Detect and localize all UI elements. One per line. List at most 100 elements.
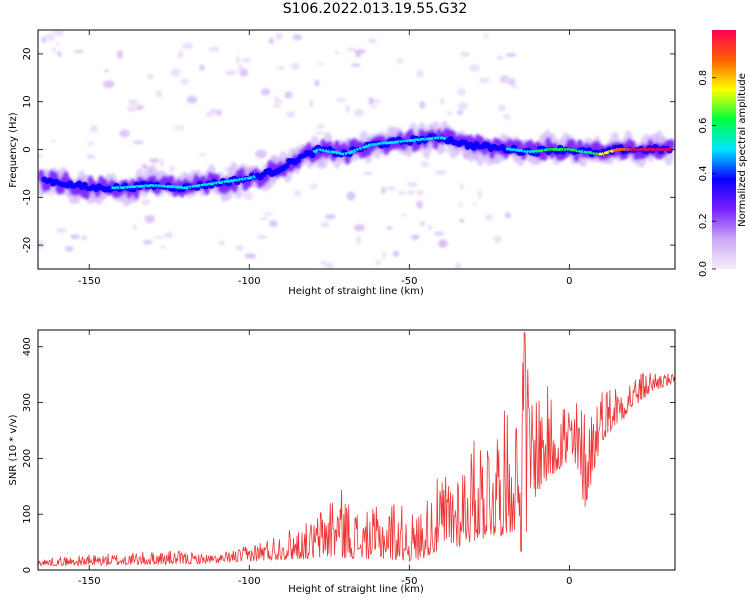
spectrogram-noise-blob (438, 239, 448, 248)
spectrogram-ridge-blob (585, 147, 592, 153)
colorbar: 0.0 0.2 0.4 0.6 0.8 Normalized spectral ampl… (698, 30, 748, 277)
spectrogram-noise-blob (324, 214, 336, 220)
spectrogram-noise-blob (275, 66, 286, 70)
spectrogram-noise-blob (309, 99, 314, 108)
spectrogram-ridge-blob (617, 144, 624, 150)
spectrogram-noise-blob (483, 33, 488, 39)
spectrogram-band-blob (667, 138, 675, 151)
spectrogram-noise-blob (420, 221, 425, 226)
spectrogram-noise-blob (363, 171, 373, 176)
spectrogram-noise-blob (55, 227, 67, 234)
spectrogram-noise-blob (446, 111, 453, 116)
snr-x-tick-label: -150 (78, 576, 101, 587)
spectrogram-noise-blob (57, 50, 62, 57)
spectrogram-noise-blob (426, 225, 433, 231)
spectrogram-noise-blob (416, 200, 423, 209)
spectrogram-noise-blob (392, 250, 399, 258)
spectrogram-noise-blob (127, 98, 139, 106)
spectrogram-noise-blob (458, 201, 464, 208)
spectrogram-noise-blob (142, 239, 153, 245)
spectrogram-noise-blob (333, 50, 340, 55)
spectrogram-noise-blob (87, 141, 95, 146)
snr-x-tick-label: -100 (238, 576, 261, 587)
spectrogram-noise-blob (177, 50, 184, 59)
spectrogram-ridge-blob (407, 140, 414, 146)
spectrogram-y-tick-label: 0 (22, 146, 33, 152)
spectrogram-noise-blob (272, 103, 282, 108)
spectrogram-noise-blob (38, 154, 43, 158)
spectrogram-noise-blob (293, 189, 302, 198)
spectrogram-x-tick-label: -150 (78, 276, 101, 287)
spectrogram-noise-blob (210, 107, 217, 115)
spectrogram-noise-blob (224, 69, 237, 76)
spectrogram-noise-blob (169, 165, 175, 174)
spectrogram-x-tick-label: -50 (401, 276, 417, 287)
spectrogram-noise-blob (317, 61, 324, 66)
colorbar-ticks: 0.0 0.2 0.4 0.6 0.8 (698, 70, 716, 277)
spectrogram-noise-blob (454, 262, 462, 269)
spectrogram-noise-blob (89, 124, 99, 133)
colorbar-tick-label: 0.4 (698, 165, 709, 181)
spectrogram-noise-blob (52, 47, 57, 53)
spectrogram-noise-blob (126, 106, 138, 112)
spectrogram-noise-blob (155, 90, 163, 98)
snr-x-axis: -150 -100 -50 0 (78, 330, 573, 587)
spectrogram-noise-blob (41, 36, 47, 44)
spectrogram-y-axis: -20 -10 0 10 20 (22, 48, 675, 253)
spectrogram-y-label: Frequency (Hz) (8, 112, 19, 188)
spectrogram-x-label: Height of straight line (km) (288, 286, 424, 297)
spectrogram-noise-blob (375, 259, 382, 266)
spectrogram-noise-blob (275, 32, 283, 41)
spectrogram-noise-blob (479, 77, 491, 83)
spectrogram-noise-blob (153, 235, 163, 239)
spectrogram-ridge-blob (81, 181, 88, 187)
spectrogram-noise-blob (146, 73, 154, 80)
spectrogram-noise-blob (320, 260, 328, 266)
spectrogram-noise-blob (256, 234, 267, 240)
spectrogram-noise-blob (165, 231, 173, 238)
spectrogram-noise-blob (459, 218, 465, 223)
spectrogram-noise-blob (368, 38, 378, 44)
spectrogram-ridge-blob (130, 187, 137, 193)
spectrogram-noise-blob (354, 224, 366, 232)
spectrogram-noise-blob (350, 63, 361, 67)
spectrogram-noise-blob (420, 161, 430, 168)
spectrogram-noise-blob (354, 108, 365, 117)
spectrogram-noise-blob (86, 155, 96, 159)
colorbar-label: Normalized spectral amplitude (737, 73, 748, 227)
spectrogram-noise-blob (50, 139, 56, 143)
snr-frame (37, 329, 676, 571)
spectrogram-noise-blob (242, 191, 254, 200)
spectrogram-noise-blob (400, 213, 407, 217)
colorbar-tick-label: 0.8 (698, 70, 709, 86)
spectrogram-noise-blob (371, 105, 379, 109)
spectrogram-noise-blob (368, 96, 374, 105)
spectrogram-noise-blob (208, 46, 220, 53)
spectrogram-noise-blob (346, 191, 356, 201)
spectrogram-noise-blob (416, 189, 425, 196)
spectrogram-noise-blob (135, 104, 144, 110)
spectrogram-noise-blob (386, 186, 397, 191)
snr-x-tick-label: -50 (401, 576, 417, 587)
spectrogram-noise-blob (511, 84, 518, 89)
spectrogram-noise-blob (502, 113, 511, 120)
colorbar-tick-label: 0.0 (698, 261, 709, 277)
spectrogram-noise-blob (268, 37, 274, 44)
spectrogram-x-tick-label: -100 (238, 276, 261, 287)
snr-y-tick-label: 400 (22, 337, 33, 356)
spectrogram-noise-blob (218, 240, 226, 246)
spectrogram-noise-blob (468, 64, 480, 72)
snr-y-label: SNR (10 * v/v) (8, 414, 19, 485)
spectrogram-noise-blob (132, 140, 144, 144)
spectrogram-y-tick-label: -20 (22, 237, 33, 253)
spectrogram-noise-blob (160, 245, 166, 249)
spectrogram-x-axis: -150 -100 -50 0 (78, 30, 573, 287)
snr-panel: -150 -100 -50 0 0 100 200 300 400 Height of str… (8, 329, 676, 595)
spectrogram-noise-blob (102, 80, 115, 89)
spectrogram-noise-blob (440, 98, 445, 105)
spectrogram-noise-blob (406, 182, 418, 187)
snr-y-tick-label: 200 (22, 449, 33, 468)
spectrogram-noise-blob (355, 51, 362, 58)
spectrogram-noise-blob (314, 79, 320, 87)
